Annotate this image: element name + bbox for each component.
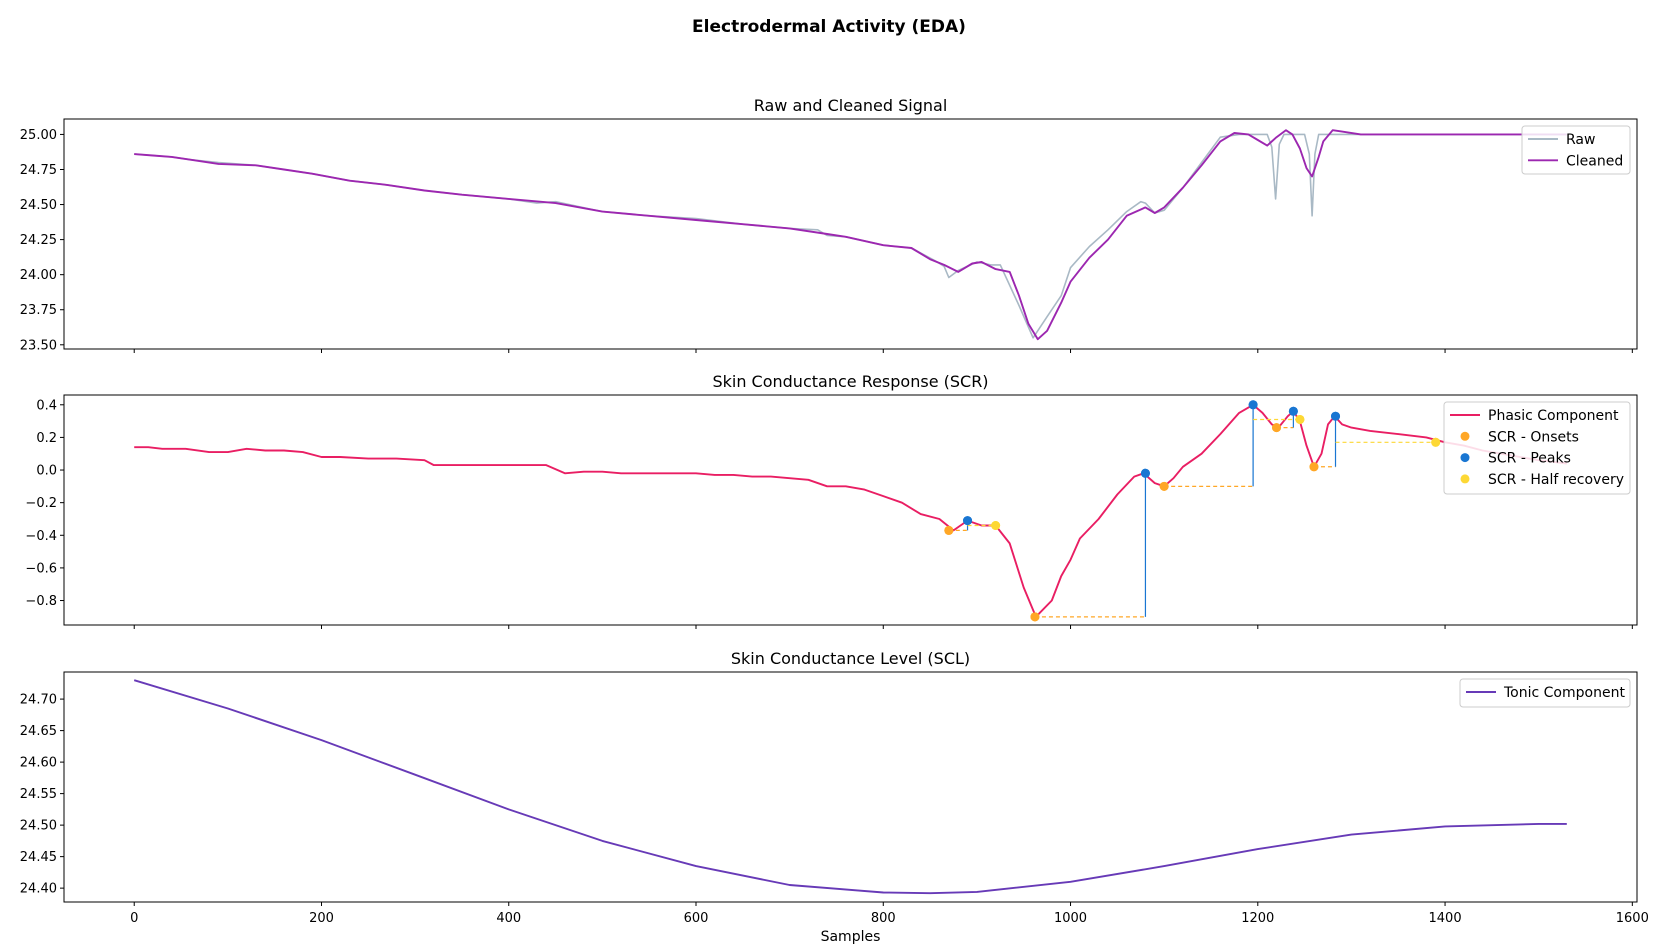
legend-box: [1443, 401, 1631, 495]
y-tick-label: 0.2: [36, 431, 57, 446]
legend-box: [1521, 125, 1631, 175]
phasic-line: [134, 403, 1567, 618]
legend: Phasic Component SCR - Onsets SCR - Peaks S…: [1443, 401, 1631, 495]
x-tick-label: 200: [309, 911, 334, 926]
plot-frame: [63, 394, 1638, 626]
peaks-point: [1288, 406, 1298, 416]
y-tick-label: 24.50: [20, 819, 57, 834]
legend-label: Cleaned: [1566, 153, 1623, 169]
y-tick-label: −0.2: [25, 496, 57, 511]
x-tick-label: 400: [496, 911, 521, 926]
raw-line: [134, 133, 1567, 339]
y-tick-label: 24.65: [20, 724, 57, 739]
panels: Raw and Cleaned Signal 23.50 23.75 24.00 24.…: [20, 96, 1649, 945]
legend-box: [1459, 678, 1631, 708]
x-tick-label: 1000: [1054, 911, 1087, 926]
onsets-point: [1309, 462, 1319, 472]
legend-label: SCR - Onsets: [1488, 429, 1579, 445]
x-tick-label: 800: [871, 911, 896, 926]
half_recovery-point: [1431, 437, 1441, 447]
panel-title: Skin Conductance Response (SCR): [712, 372, 988, 391]
onsets-point: [944, 525, 954, 535]
legend-marker: [1460, 453, 1470, 463]
x-tick-label: 600: [684, 911, 709, 926]
tonic-line: [133, 679, 1567, 895]
onsets-point: [1159, 481, 1169, 491]
peaks-point: [1140, 468, 1150, 478]
figure-suptitle: Electrodermal Activity (EDA): [692, 17, 966, 37]
legend: Raw Cleaned: [1521, 125, 1631, 175]
peaks-point: [1248, 400, 1258, 410]
onsets-point: [1030, 612, 1040, 622]
panel-title: Raw and Cleaned Signal: [754, 96, 948, 115]
y-tick-label: 24.60: [20, 756, 57, 771]
half_recovery-point: [991, 520, 1001, 530]
y-tick-label: −0.4: [25, 529, 57, 544]
plot-frame: [63, 671, 1638, 903]
legend-label: SCR - Peaks: [1488, 451, 1571, 467]
y-tick-label: 24.45: [20, 850, 57, 865]
plot-frame: [63, 118, 1638, 350]
panel-2: Skin Conductance Response (SCR) −0.8 −0.6 −…: [25, 372, 1638, 629]
legend-marker: [1460, 474, 1470, 484]
x-tick-label: 1400: [1429, 911, 1462, 926]
y-tick-label: −0.6: [25, 561, 57, 576]
legend-label: SCR - Half recovery: [1488, 472, 1624, 488]
plot-area: [133, 679, 1567, 895]
panel-title: Skin Conductance Level (SCL): [731, 649, 970, 668]
y-tick-label: 0.4: [36, 398, 57, 413]
y-tick-label: 24.00: [20, 268, 57, 283]
cleaned-line: [134, 129, 1567, 341]
plot-area: [134, 400, 1567, 622]
x-tick-label: 0: [130, 911, 138, 926]
y-tick-label: 24.75: [20, 163, 57, 178]
legend-label: Tonic Component: [1503, 685, 1625, 701]
y-tick-label: 24.70: [20, 693, 57, 708]
panel-3: Skin Conductance Level (SCL) 24.40 24.45 24…: [20, 649, 1649, 945]
y-tick-label: 0.0: [36, 464, 57, 479]
y-tick-label: 23.50: [20, 338, 57, 353]
legend-label: Raw: [1566, 132, 1595, 148]
y-tick-label: 25.00: [20, 128, 57, 143]
half_recovery-point: [1295, 414, 1305, 424]
panel-1: Raw and Cleaned Signal 23.50 23.75 24.00 24.…: [20, 96, 1638, 353]
y-tick-label: 24.40: [20, 882, 57, 897]
legend-label: Phasic Component: [1488, 408, 1619, 424]
peaks-point: [963, 516, 973, 526]
legend: Tonic Component: [1459, 678, 1631, 708]
x-tick-label: 1200: [1241, 911, 1274, 926]
scr-annotations: [948, 404, 1436, 618]
x-axis-label: Samples: [821, 929, 881, 945]
y-tick-label: 23.75: [20, 303, 57, 318]
y-tick-label: 24.25: [20, 233, 57, 248]
x-tick-label: 1600: [1616, 911, 1649, 926]
y-tick-label: −0.8: [25, 594, 57, 609]
legend-marker: [1460, 431, 1470, 441]
y-tick-label: 24.50: [20, 198, 57, 213]
plot-area: [134, 129, 1567, 341]
y-tick-label: 24.55: [20, 787, 57, 802]
onsets-point: [1272, 423, 1282, 433]
peaks-point: [1331, 411, 1341, 421]
